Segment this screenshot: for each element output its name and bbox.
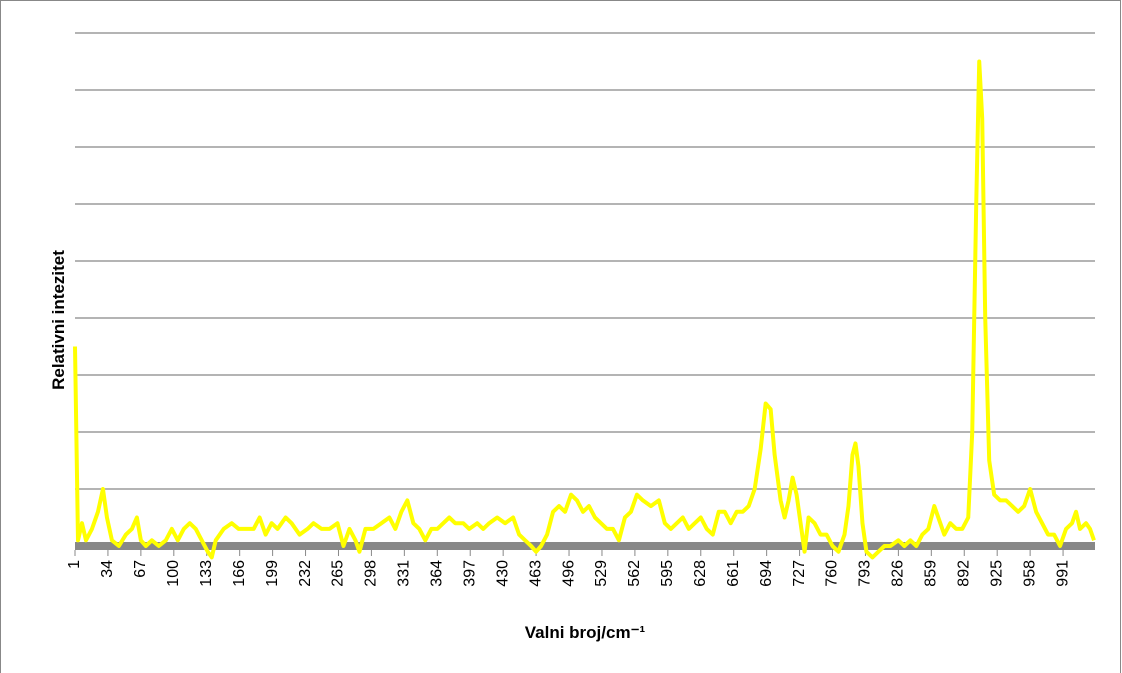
x-tick-label: 397 <box>461 560 478 587</box>
x-tick-label: 562 <box>626 560 643 587</box>
x-tick-label: 958 <box>1021 560 1038 587</box>
x-tick-label: 133 <box>198 560 215 587</box>
x-tick-label: 925 <box>988 560 1005 587</box>
x-tick-label: 430 <box>494 560 511 587</box>
x-tick-label: 34 <box>99 560 116 578</box>
x-axis-title: Valni broj/cm⁻¹ <box>525 623 646 642</box>
x-tick-label: 100 <box>165 560 182 587</box>
x-tick-label: 232 <box>297 560 314 587</box>
spectrum-line <box>73 59 1096 560</box>
x-tick-label: 331 <box>396 560 413 587</box>
x-tick-label: 364 <box>429 560 446 587</box>
x-tick-label: 463 <box>527 560 544 587</box>
x-tick-label: 628 <box>692 560 709 587</box>
x-tick-label: 166 <box>231 560 248 587</box>
x-tick-label: 661 <box>725 560 742 587</box>
x-tick-label: 760 <box>824 560 841 587</box>
x-tick-label: 892 <box>955 560 972 587</box>
x-tick-label: 67 <box>132 560 149 578</box>
x-tick-label: 496 <box>560 560 577 587</box>
x-tick-label: 727 <box>791 560 808 587</box>
x-tick-label: 859 <box>923 560 940 587</box>
x-tick-label: 529 <box>593 560 610 587</box>
x-tick-label: 199 <box>264 560 281 587</box>
x-tick-label: 265 <box>330 560 347 587</box>
x-tick-label: 826 <box>890 560 907 587</box>
x-tick-label: 991 <box>1054 560 1071 587</box>
x-tick-label: 298 <box>363 560 380 587</box>
x-tick-label: 793 <box>857 560 874 587</box>
y-axis-title: Relativni intezitet <box>49 250 68 390</box>
x-tick-label: 694 <box>758 560 775 587</box>
x-tick-label: 595 <box>659 560 676 587</box>
x-tick-label: 1 <box>66 560 83 569</box>
